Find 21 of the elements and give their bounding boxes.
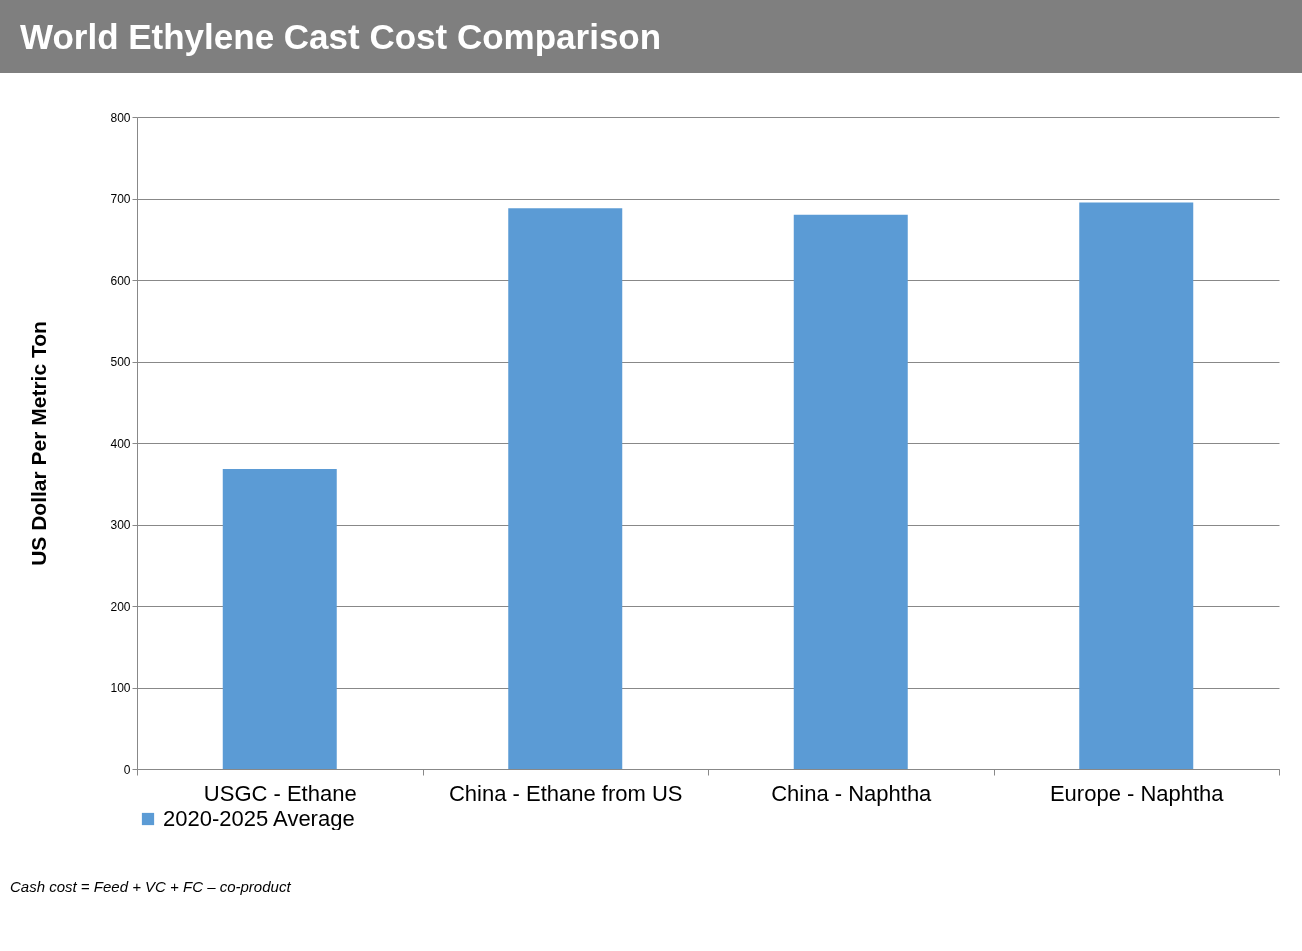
bar [222,469,337,769]
y-tick-label: 200 [110,599,131,614]
y-tick-label: 400 [110,436,131,451]
chart-title: World Ethylene Cast Cost Comparison [0,0,1302,73]
y-tick-label: 500 [110,355,131,369]
y-axis-title: US Dollar Per Metric Ton [27,321,51,566]
bar [508,208,623,769]
x-tick-label: USGC - Ethane [203,780,357,806]
x-tick-label: China - Ethane from US [448,780,683,806]
text: Cash cost = Feed + VC + FC – co-product [10,878,291,895]
y-tick-label: 600 [110,273,131,288]
bar [1079,202,1194,769]
bar [793,214,908,769]
x-tick-label: China - Naphtha [771,780,933,806]
y-tick-label: 0 [123,762,131,777]
x-tick-label: Europe - Naphtha [1049,780,1225,806]
y-tick-label: 800 [110,110,131,125]
legend-label: 2020-2025 Average [163,806,355,831]
y-tick-label: 100 [110,681,131,695]
y-tick-label: 300 [110,518,131,532]
y-tick-label: 700 [110,192,131,206]
